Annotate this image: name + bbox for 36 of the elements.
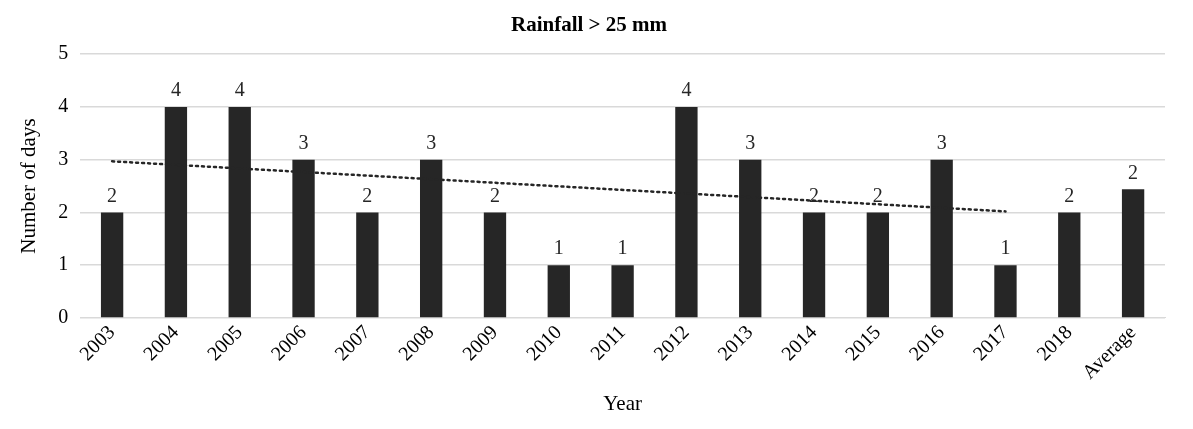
y-tick-label: 0 — [58, 305, 69, 328]
data-label: 1 — [617, 236, 628, 259]
bar — [547, 265, 570, 318]
data-label: 3 — [745, 130, 756, 153]
y-tick-label: 1 — [58, 252, 69, 275]
bar — [994, 265, 1017, 318]
data-label: 2 — [872, 183, 883, 206]
y-tick-label: 2 — [58, 199, 69, 222]
data-label: 4 — [170, 78, 181, 101]
bar — [483, 212, 507, 318]
data-label: 3 — [298, 130, 309, 153]
y-axis-title: Number of days — [16, 118, 41, 254]
data-label: 1 — [553, 236, 564, 259]
y-tick-label: 3 — [58, 146, 69, 169]
bar — [356, 212, 379, 318]
data-label: 1 — [1000, 236, 1011, 259]
chart-title: Rainfall > 25 mm — [510, 12, 668, 37]
bar — [1121, 189, 1145, 318]
bar — [611, 265, 634, 318]
data-label: 2 — [489, 183, 500, 206]
data-label: 3 — [936, 130, 947, 153]
x-axis-title: Year — [603, 390, 642, 415]
bar — [1058, 212, 1081, 318]
data-label: 3 — [426, 130, 437, 153]
data-label: 2 — [362, 183, 373, 206]
bar — [802, 212, 826, 318]
bar — [100, 212, 124, 318]
data-label: 2 — [1128, 160, 1139, 183]
data-label: 2 — [107, 183, 118, 206]
data-label: 2 — [1064, 183, 1075, 206]
data-label: 4 — [234, 78, 245, 101]
y-tick-label: 5 — [58, 41, 69, 64]
y-tick-label: 4 — [58, 94, 69, 117]
data-label: 2 — [809, 183, 820, 206]
bar — [866, 212, 890, 318]
data-label: 4 — [681, 78, 692, 101]
